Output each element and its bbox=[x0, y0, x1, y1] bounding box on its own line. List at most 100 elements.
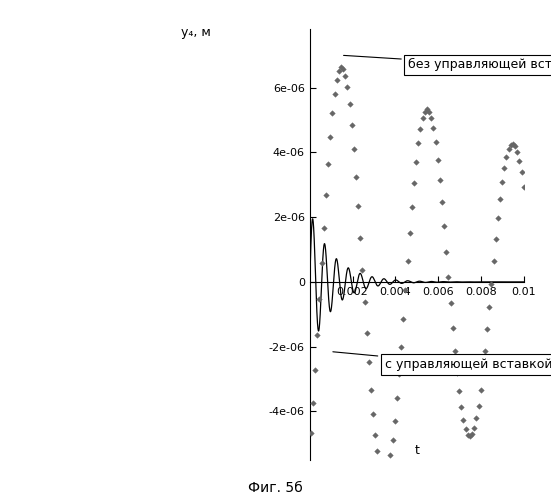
Point bbox=[461, 426, 470, 434]
Point bbox=[511, 142, 520, 150]
Point bbox=[311, 366, 320, 374]
Point bbox=[431, 138, 440, 146]
Point bbox=[406, 230, 414, 237]
Point bbox=[369, 410, 377, 418]
Point bbox=[416, 125, 425, 133]
Point bbox=[380, 470, 388, 478]
Point bbox=[347, 121, 356, 129]
Text: с управляющей вставкой: с управляющей вставкой bbox=[333, 352, 551, 371]
Point bbox=[332, 76, 341, 84]
Point bbox=[330, 90, 339, 98]
Point bbox=[427, 114, 436, 122]
Point bbox=[382, 468, 391, 476]
Point bbox=[371, 430, 380, 438]
Point bbox=[366, 386, 375, 394]
Point bbox=[496, 195, 505, 203]
Point bbox=[487, 280, 496, 287]
Point bbox=[375, 460, 384, 468]
Point bbox=[449, 324, 457, 332]
Point bbox=[377, 468, 386, 475]
Point bbox=[517, 168, 526, 176]
Point bbox=[500, 164, 509, 172]
Point bbox=[320, 224, 328, 232]
Point bbox=[440, 222, 449, 230]
Point bbox=[392, 394, 401, 402]
Point bbox=[474, 402, 483, 409]
Point bbox=[452, 368, 461, 376]
Point bbox=[459, 416, 468, 424]
Point bbox=[504, 145, 513, 153]
Point bbox=[489, 257, 498, 265]
Point bbox=[485, 302, 494, 310]
Point bbox=[455, 388, 463, 396]
Point bbox=[390, 416, 399, 424]
Point bbox=[373, 448, 382, 456]
Point bbox=[498, 178, 506, 186]
Point bbox=[435, 176, 444, 184]
Point bbox=[515, 156, 524, 164]
Point bbox=[408, 203, 417, 211]
Point bbox=[457, 404, 466, 411]
Point bbox=[365, 358, 374, 366]
Point bbox=[397, 342, 406, 350]
Point bbox=[386, 451, 395, 459]
Point bbox=[356, 234, 365, 241]
Point bbox=[326, 133, 334, 141]
Point bbox=[476, 386, 485, 394]
Point bbox=[384, 462, 393, 470]
Point bbox=[480, 347, 489, 355]
Point bbox=[403, 257, 412, 265]
Point bbox=[309, 398, 317, 406]
Point bbox=[334, 67, 343, 75]
Point bbox=[358, 266, 367, 274]
Point bbox=[360, 298, 369, 306]
Text: y₄, м: y₄, м bbox=[181, 26, 212, 39]
Point bbox=[442, 248, 451, 256]
Point bbox=[491, 234, 500, 242]
Point bbox=[478, 368, 487, 376]
Point bbox=[306, 429, 315, 437]
Point bbox=[323, 160, 332, 168]
Point bbox=[399, 314, 408, 322]
Point bbox=[451, 347, 460, 355]
Point bbox=[519, 183, 528, 191]
Point bbox=[502, 153, 511, 161]
Point bbox=[418, 114, 427, 122]
Point bbox=[513, 148, 522, 156]
Point bbox=[483, 326, 491, 334]
Point bbox=[321, 191, 330, 199]
Point bbox=[425, 108, 434, 116]
Point bbox=[470, 424, 479, 432]
Point bbox=[412, 158, 420, 166]
Point bbox=[349, 145, 358, 153]
Point bbox=[352, 172, 360, 180]
Text: t: t bbox=[414, 444, 419, 457]
Point bbox=[472, 414, 481, 422]
Point bbox=[423, 106, 431, 114]
Point bbox=[433, 156, 442, 164]
Point bbox=[409, 179, 418, 187]
Point bbox=[313, 331, 322, 339]
Point bbox=[315, 295, 324, 303]
Point bbox=[444, 274, 453, 281]
Text: Фиг. 5б: Фиг. 5б bbox=[248, 481, 303, 495]
Point bbox=[509, 140, 517, 147]
Point bbox=[468, 430, 477, 438]
Point bbox=[437, 198, 446, 206]
Point bbox=[328, 110, 337, 118]
Point bbox=[429, 124, 438, 132]
Point bbox=[494, 214, 503, 222]
Point bbox=[463, 431, 472, 439]
Point bbox=[317, 260, 326, 268]
Point bbox=[395, 370, 403, 378]
Point bbox=[354, 202, 363, 210]
Point bbox=[446, 299, 455, 307]
Point bbox=[341, 72, 350, 80]
Point bbox=[343, 84, 352, 92]
Point bbox=[466, 432, 474, 440]
Point bbox=[506, 140, 515, 148]
Point bbox=[337, 63, 345, 71]
Point bbox=[345, 100, 354, 108]
Point bbox=[414, 140, 423, 147]
Point bbox=[401, 286, 410, 294]
